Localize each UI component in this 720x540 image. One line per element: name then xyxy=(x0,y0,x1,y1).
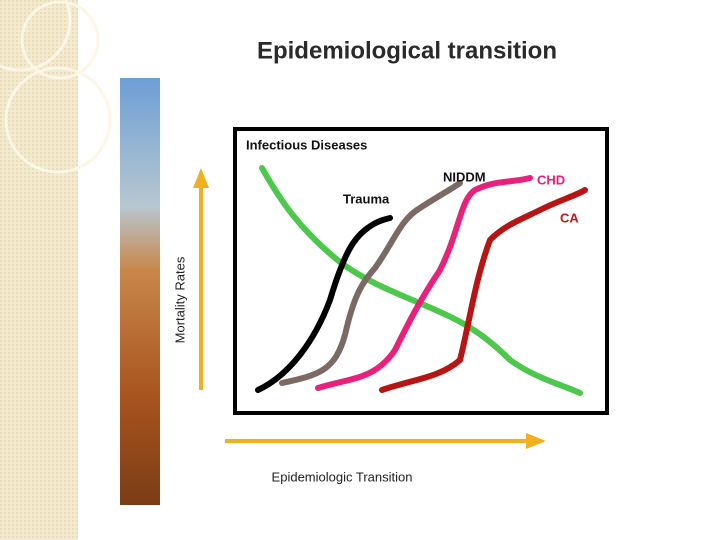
curve-infectious xyxy=(259,165,583,396)
curve-trauma xyxy=(255,215,393,393)
decor-circles xyxy=(0,0,112,174)
y-axis-label: Mortality Rates xyxy=(172,256,187,343)
label-chd: CHD xyxy=(537,172,565,187)
chart-frame xyxy=(233,127,609,415)
slide-title: Epidemiological transition xyxy=(257,37,557,64)
curve-ca xyxy=(379,187,588,393)
curve-chd xyxy=(315,175,533,391)
label-trauma: Trauma xyxy=(343,191,390,206)
curves xyxy=(255,165,588,396)
photo-strip xyxy=(120,78,160,505)
y-arrow xyxy=(193,168,209,390)
label-infectious: Infectious Diseases xyxy=(246,137,367,152)
label-ca: CA xyxy=(560,210,579,225)
side-pattern xyxy=(0,0,78,540)
x-axis-label: Epidemiologic Transition xyxy=(272,469,413,484)
curve-niddm xyxy=(279,180,463,386)
x-arrow xyxy=(225,433,546,449)
label-niddm: NIDDM xyxy=(443,169,486,184)
